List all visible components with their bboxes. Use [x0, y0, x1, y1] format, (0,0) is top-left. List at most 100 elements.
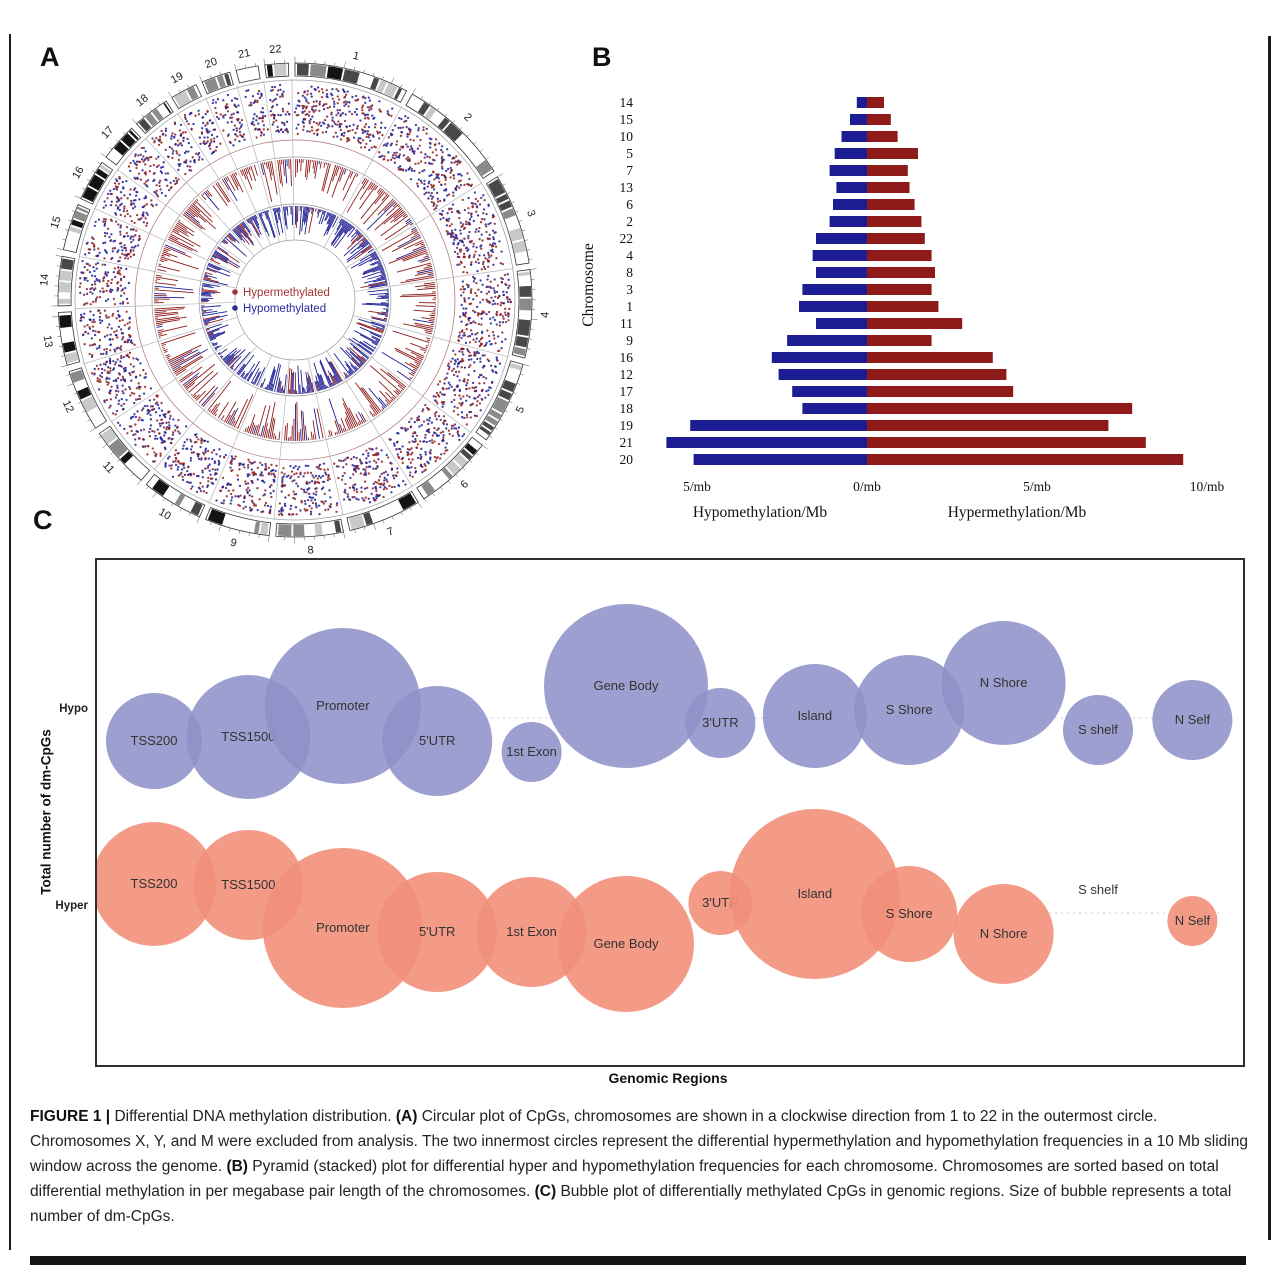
cpg-point [478, 254, 481, 257]
scale-tick [400, 511, 403, 516]
hyper-frequency-spike [342, 428, 345, 433]
cpg-point [492, 236, 495, 239]
panel-c-x-axis-label: Genomic Regions [608, 1070, 728, 1086]
cpg-point [343, 131, 346, 134]
cpg-point [203, 136, 206, 139]
hypo-frequency-spike [350, 231, 361, 242]
scale-tick [110, 451, 114, 455]
cpg-point [91, 286, 94, 290]
cpg-point [94, 330, 97, 333]
cpg-point [386, 480, 389, 483]
scale-tick [494, 427, 498, 430]
hypo-frequency-spike [370, 316, 387, 321]
cpg-point [187, 141, 191, 145]
hyper-frequency-spike [392, 202, 398, 208]
cpg-point [463, 300, 467, 303]
cpg-point [85, 292, 89, 295]
cpg-point [171, 132, 174, 135]
cpg-point [179, 141, 182, 145]
cpg-point [253, 460, 256, 464]
cpg-point [346, 495, 350, 499]
sector-divider [345, 182, 483, 269]
cpg-point [224, 106, 228, 110]
cpg-point [164, 413, 167, 416]
ideogram-band-block [95, 168, 109, 180]
cpg-point [238, 504, 242, 508]
hypo-frequency-spike [251, 216, 262, 235]
scale-tick [187, 84, 190, 89]
cpg-point [408, 441, 411, 444]
ideogram-band-block [517, 319, 531, 337]
hyper-frequency-spike [393, 209, 404, 219]
cpg-point [177, 158, 181, 162]
cpg-point [336, 102, 339, 105]
hyper-frequency-spike [413, 319, 435, 324]
hypo-bubble [685, 688, 756, 758]
cpg-point [99, 352, 103, 356]
cpg-point [91, 353, 94, 357]
cpg-point [494, 231, 497, 234]
cpg-point [125, 310, 128, 313]
cpg-point [317, 123, 320, 126]
cpg-point [467, 237, 470, 240]
cpg-point [436, 456, 439, 459]
cpg-point [391, 153, 395, 157]
cpg-point [456, 255, 459, 259]
hypo-frequency-spike [301, 206, 305, 232]
cpg-point [407, 458, 411, 461]
cpg-point [463, 288, 467, 291]
hypo-frequency-spike [358, 255, 379, 267]
cpg-point [316, 128, 320, 131]
hyper-frequency-spike [344, 418, 351, 431]
cpg-point [331, 119, 334, 122]
ideogram-band-block [495, 193, 509, 204]
cpg-point [335, 504, 339, 507]
hypo-frequency-spike [341, 220, 346, 226]
cpg-point [280, 121, 284, 124]
hypo-frequency-spike [233, 228, 246, 243]
hypo-frequency-spike [219, 355, 223, 358]
cpg-point [123, 215, 127, 218]
cpg-point [352, 455, 356, 459]
cpg-point [118, 272, 121, 275]
hyper-frequency-spike [234, 172, 238, 176]
cpg-point [310, 85, 313, 88]
x-tick-label: 0/mb [853, 479, 881, 494]
hyper-frequency-spike [381, 351, 417, 374]
hyper-frequency-spike [366, 201, 397, 231]
ideogram-band-block [326, 66, 344, 80]
cpg-point [361, 96, 364, 99]
cpg-point [274, 97, 277, 101]
hypo-frequency-spike [328, 212, 331, 217]
cpg-point [117, 260, 120, 263]
cpg-point [197, 455, 200, 458]
cpg-point [331, 97, 334, 100]
hyper-frequency-spike [190, 393, 193, 396]
scale-tick [526, 348, 531, 350]
hyper-frequency-spike [345, 416, 352, 430]
hyper-frequency-spike [381, 406, 385, 410]
cpg-point [216, 468, 219, 471]
cpg-point [105, 232, 109, 235]
cpg-point [477, 352, 480, 355]
cpg-point [445, 169, 448, 173]
cpg-point [122, 355, 125, 359]
ideogram-band-block [152, 108, 164, 122]
cpg-point [155, 189, 158, 192]
hypo-frequency-spike [203, 314, 228, 322]
cpg-point [476, 314, 480, 317]
scale-tick [437, 107, 440, 111]
cpg-point [365, 466, 368, 469]
cpg-point [321, 91, 325, 94]
hypo-bar [666, 437, 867, 448]
cpg-point [424, 153, 427, 156]
cpg-point [341, 474, 344, 478]
hyper-frequency-spike [272, 433, 275, 440]
hyper-frequency-spike [318, 161, 321, 165]
cpg-point [157, 155, 160, 158]
cpg-point [467, 316, 470, 320]
cpg-point [110, 257, 113, 261]
cpg-point [121, 252, 124, 255]
cpg-point [373, 459, 376, 462]
cpg-point [109, 343, 112, 346]
